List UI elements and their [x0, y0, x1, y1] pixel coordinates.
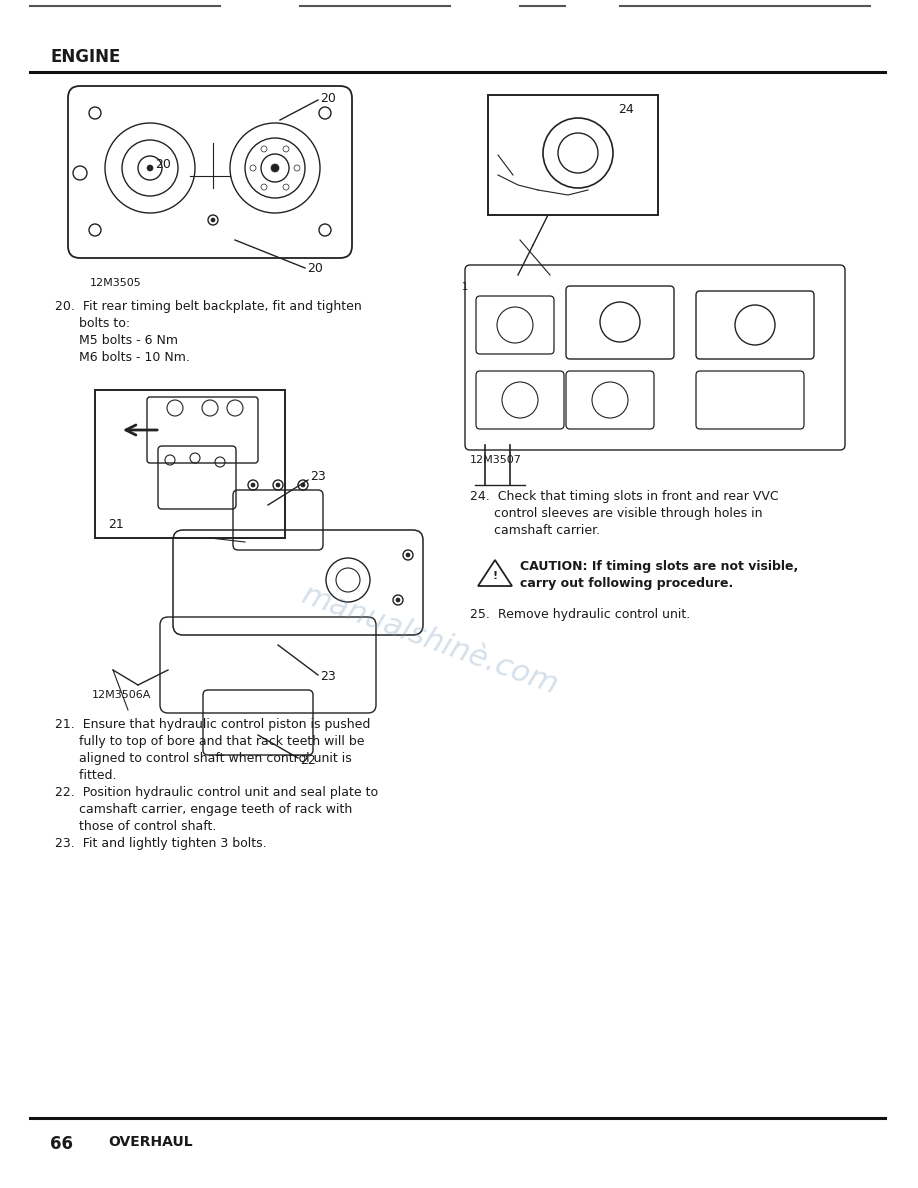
Text: manualshinè.com: manualshinè.com — [297, 580, 563, 700]
Circle shape — [211, 219, 215, 222]
Text: bolts to:: bolts to: — [55, 317, 130, 330]
Text: M6 bolts - 10 Nm.: M6 bolts - 10 Nm. — [55, 350, 190, 364]
Text: 20.  Fit rear timing belt backplate, fit and tighten: 20. Fit rear timing belt backplate, fit … — [55, 301, 362, 312]
Text: 20: 20 — [307, 261, 323, 274]
Text: control sleeves are visible through holes in: control sleeves are visible through hole… — [470, 507, 763, 520]
Text: !: ! — [492, 571, 498, 581]
Text: 23: 23 — [320, 670, 336, 683]
Circle shape — [147, 165, 153, 171]
Text: 12M3506A: 12M3506A — [92, 690, 151, 700]
Circle shape — [271, 164, 279, 172]
Text: OVERHAUL: OVERHAUL — [108, 1135, 193, 1149]
Text: camshaft carrier.: camshaft carrier. — [470, 524, 600, 537]
Text: 23: 23 — [310, 470, 326, 484]
Text: those of control shaft.: those of control shaft. — [55, 820, 217, 833]
Text: 20: 20 — [320, 91, 336, 105]
Text: 1: 1 — [462, 282, 468, 292]
Text: 25.  Remove hydraulic control unit.: 25. Remove hydraulic control unit. — [470, 608, 690, 621]
Circle shape — [406, 552, 410, 557]
Bar — [95, 390, 285, 538]
Text: 22.  Position hydraulic control unit and seal plate to: 22. Position hydraulic control unit and … — [55, 786, 378, 800]
Text: 66: 66 — [50, 1135, 73, 1154]
Text: aligned to control shaft when control unit is: aligned to control shaft when control un… — [55, 752, 352, 765]
Text: 23.  Fit and lightly tighten 3 bolts.: 23. Fit and lightly tighten 3 bolts. — [55, 838, 266, 849]
Circle shape — [301, 484, 305, 487]
Text: 24: 24 — [618, 103, 633, 116]
Text: 12M3507: 12M3507 — [470, 455, 521, 465]
Circle shape — [396, 598, 400, 602]
Bar — [488, 95, 658, 215]
Text: 12M3505: 12M3505 — [90, 278, 141, 287]
Text: carry out following procedure.: carry out following procedure. — [520, 577, 733, 590]
Text: 21.  Ensure that hydraulic control piston is pushed: 21. Ensure that hydraulic control piston… — [55, 718, 370, 731]
Text: M5 bolts - 6 Nm: M5 bolts - 6 Nm — [55, 334, 178, 347]
Text: ENGINE: ENGINE — [50, 48, 120, 67]
Text: CAUTION: If timing slots are not visible,: CAUTION: If timing slots are not visible… — [520, 560, 799, 573]
Text: 22: 22 — [300, 753, 316, 766]
Text: fitted.: fitted. — [55, 769, 117, 782]
Text: 24.  Check that timing slots in front and rear VVC: 24. Check that timing slots in front and… — [470, 489, 778, 503]
Text: 20: 20 — [155, 158, 171, 171]
Text: camshaft carrier, engage teeth of rack with: camshaft carrier, engage teeth of rack w… — [55, 803, 353, 816]
Circle shape — [276, 484, 280, 487]
Text: 21: 21 — [108, 518, 124, 531]
Circle shape — [251, 484, 255, 487]
Text: fully to top of bore and that rack teeth will be: fully to top of bore and that rack teeth… — [55, 735, 364, 748]
